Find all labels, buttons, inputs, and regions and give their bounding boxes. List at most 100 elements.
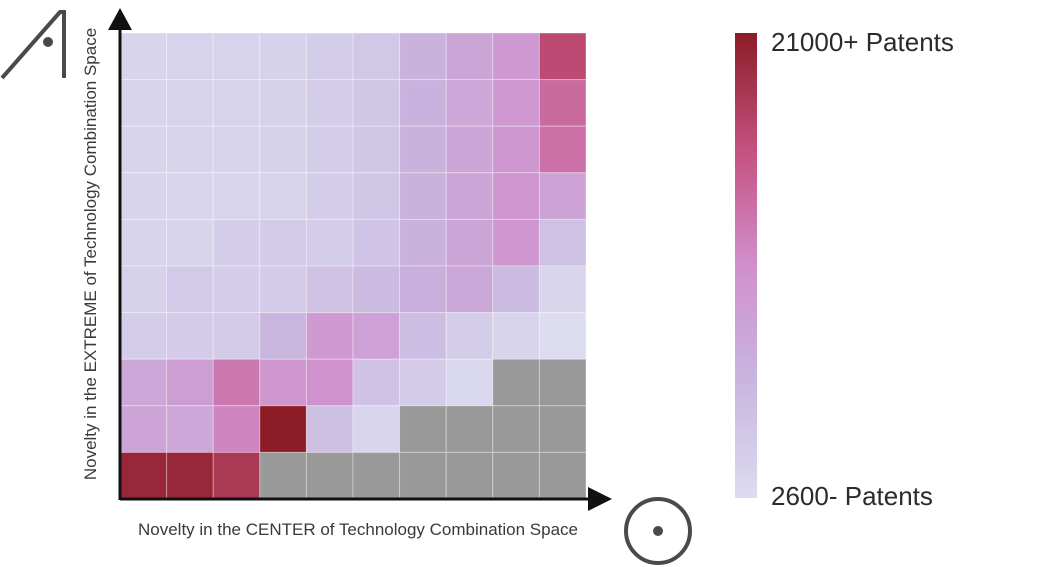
colorbar-min-label: 2600- Patents — [771, 481, 933, 511]
heatmap-cell — [492, 265, 540, 314]
heatmap-cell — [166, 79, 214, 127]
heatmap-cell — [166, 265, 214, 314]
colorbar-max-label: 21000+ Patents — [771, 27, 954, 57]
heatmap-cell — [445, 172, 494, 220]
heatmap-cell — [166, 358, 214, 407]
heatmap-cell — [259, 125, 307, 174]
heatmap-cell — [492, 79, 540, 127]
heatmap-cell — [352, 32, 401, 81]
heatmap-cell — [305, 312, 354, 360]
heatmap-cell — [119, 79, 168, 127]
heatmap-cell — [445, 125, 494, 174]
x-axis — [120, 487, 612, 511]
heatmap-cell — [538, 32, 587, 81]
heatmap-cell — [445, 218, 494, 267]
heatmap-cell — [352, 218, 401, 267]
heatmap-cell — [259, 32, 307, 81]
circle-dot-icon — [624, 497, 692, 565]
heatmap-cell — [399, 312, 447, 360]
heatmap-cell — [212, 312, 261, 360]
heatmap-cell — [212, 358, 261, 407]
heatmap-cell — [445, 358, 494, 407]
heatmap-cell — [538, 358, 587, 407]
heatmap-cell — [259, 172, 307, 220]
heatmap-cell — [305, 218, 354, 267]
heatmap-cell — [538, 451, 587, 500]
heatmap-cell — [538, 312, 587, 360]
heatmap-cell — [538, 265, 587, 314]
heatmap-cell — [399, 265, 447, 314]
heatmap-cell — [399, 172, 447, 220]
pyramid-eye-icon — [0, 10, 66, 80]
heatmap-cell — [259, 312, 307, 360]
heatmap-cell — [305, 79, 354, 127]
heatmap-cell — [352, 312, 401, 360]
heatmap-cell — [119, 125, 168, 174]
heatmap-cell — [352, 451, 401, 500]
heatmap-cell — [445, 405, 494, 453]
heatmap-cell — [305, 405, 354, 453]
heatmap-cell — [399, 32, 447, 81]
heatmap-cell — [166, 125, 214, 174]
heatmap-cell — [212, 405, 261, 453]
heatmap-cell — [445, 451, 494, 500]
heatmap-cell — [119, 265, 168, 314]
heatmap-cell — [445, 79, 494, 127]
heatmap-cell — [399, 358, 447, 407]
heatmap-cell — [538, 218, 587, 267]
y-axis-label: Novelty in the EXTREME of Technology Com… — [81, 28, 100, 480]
heatmap-cell — [305, 265, 354, 314]
heatmap-cell — [166, 405, 214, 453]
heatmap-cell — [305, 451, 354, 500]
heatmap-cell — [119, 358, 168, 407]
heatmap-cell — [166, 451, 214, 500]
heatmap-cell — [538, 405, 587, 453]
y-axis — [108, 8, 132, 500]
heatmap-cell — [119, 405, 168, 453]
heatmap-cell — [119, 312, 168, 360]
heatmap-cell — [259, 405, 307, 453]
heatmap-cell — [259, 358, 307, 407]
heatmap-cell — [445, 32, 494, 81]
heatmap-cell — [445, 265, 494, 314]
heatmap-cell — [212, 125, 261, 174]
heatmap-cell — [538, 172, 587, 220]
heatmap-cell — [492, 312, 540, 360]
heatmap-cell — [492, 32, 540, 81]
heatmap-cell — [492, 125, 540, 174]
heatmap-cell — [212, 265, 261, 314]
heatmap-cell — [399, 79, 447, 127]
heatmap-cell — [212, 451, 261, 500]
heatmap-cell — [305, 358, 354, 407]
x-axis-label: Novelty in the CENTER of Technology Comb… — [138, 520, 578, 539]
heatmap-cell — [166, 32, 214, 81]
heatmap-cell — [492, 218, 540, 267]
heatmap-cell — [352, 79, 401, 127]
heatmap-cell — [119, 451, 168, 500]
heatmap-cell — [399, 218, 447, 267]
heatmap-cell — [212, 79, 261, 127]
heatmap-cell — [492, 451, 540, 500]
heatmap-cell — [305, 125, 354, 174]
heatmap-cell — [305, 32, 354, 81]
heatmap-cell — [166, 312, 214, 360]
heatmap-cell — [492, 172, 540, 220]
heatmap-cell — [259, 265, 307, 314]
heatmap-cell — [399, 405, 447, 453]
heatmap-cell — [399, 451, 447, 500]
heatmap-cell — [538, 125, 587, 174]
heatmap-cell — [305, 172, 354, 220]
heatmap-cell — [166, 172, 214, 220]
heatmap-cell — [212, 218, 261, 267]
heatmap-cell — [119, 32, 168, 81]
heatmap-cell — [259, 79, 307, 127]
heatmap-cell — [212, 172, 261, 220]
heatmap-cell — [352, 405, 401, 453]
heatmap-cell — [352, 125, 401, 174]
heatmap — [119, 32, 587, 500]
heatmap-cell — [492, 358, 540, 407]
heatmap-cell — [492, 405, 540, 453]
heatmap-cell — [166, 218, 214, 267]
heatmap-cell — [352, 265, 401, 314]
